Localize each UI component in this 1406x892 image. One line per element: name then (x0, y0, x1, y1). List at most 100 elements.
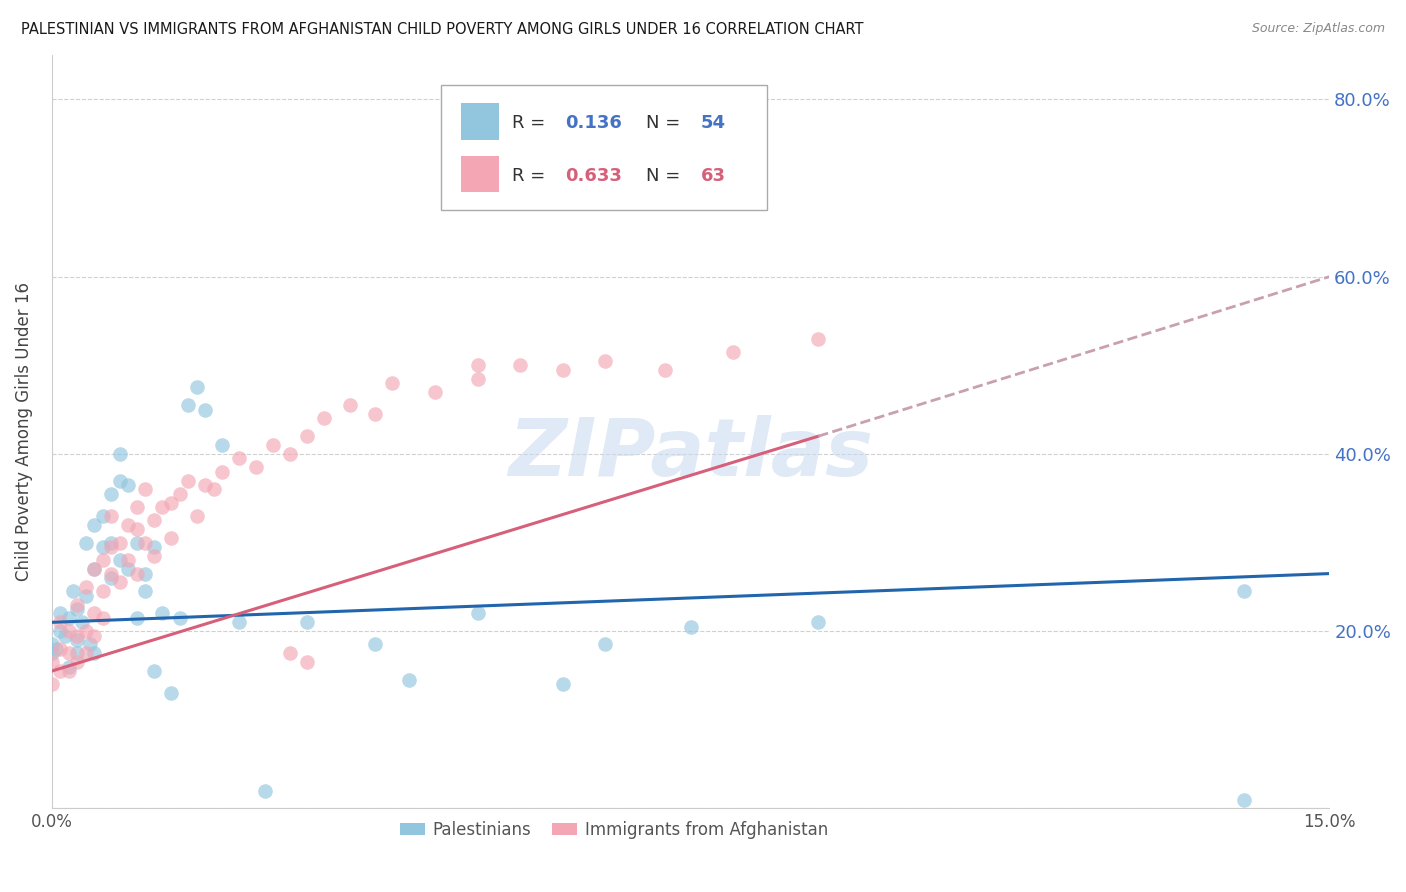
Text: 54: 54 (700, 114, 725, 132)
Y-axis label: Child Poverty Among Girls Under 16: Child Poverty Among Girls Under 16 (15, 282, 32, 582)
Point (83, 646, 105, 660)
Point (125, 522, 148, 536)
Point (58, 664, 80, 678)
Point (66, 655, 89, 669)
Point (297, 655, 319, 669)
FancyBboxPatch shape (461, 103, 499, 139)
Text: PALESTINIAN VS IMMIGRANTS FROM AFGHANISTAN CHILD POVERTY AMONG GIRLS UNDER 16 CO: PALESTINIAN VS IMMIGRANTS FROM AFGHANIST… (21, 22, 863, 37)
Text: ZIPatlas: ZIPatlas (508, 416, 873, 493)
Point (83, 562, 105, 576)
Point (108, 575, 131, 590)
Point (134, 584, 156, 599)
Point (91, 611, 114, 625)
Point (66, 633, 89, 648)
Point (62, 584, 84, 599)
Point (160, 496, 183, 510)
Point (142, 540, 165, 554)
Point (125, 535, 148, 549)
Text: 63: 63 (700, 167, 725, 185)
Point (278, 646, 301, 660)
Point (194, 478, 217, 492)
Point (467, 359, 489, 373)
Point (595, 638, 617, 652)
Point (83, 562, 105, 576)
Point (41, 677, 63, 691)
Point (142, 664, 165, 678)
Text: 0.633: 0.633 (565, 167, 623, 185)
Point (228, 615, 250, 630)
Point (125, 566, 148, 581)
Point (49, 607, 72, 621)
Point (297, 615, 319, 630)
Point (1233, 584, 1256, 599)
Point (211, 438, 233, 452)
Point (45, 641, 67, 656)
Point (278, 447, 301, 461)
Point (142, 513, 165, 527)
Point (595, 354, 617, 368)
Point (117, 478, 139, 492)
Point (41, 638, 63, 652)
Point (66, 598, 89, 612)
Point (194, 402, 217, 417)
Point (160, 531, 183, 545)
Point (245, 460, 267, 475)
Point (551, 363, 574, 377)
Point (117, 517, 139, 532)
Point (202, 483, 225, 497)
Point (41, 646, 63, 660)
Point (58, 646, 80, 660)
Point (91, 584, 114, 599)
Point (108, 447, 131, 461)
Point (75, 624, 97, 639)
Point (91, 508, 114, 523)
Point (467, 607, 489, 621)
Point (134, 535, 156, 549)
Point (75, 646, 97, 660)
Point (134, 566, 156, 581)
Point (509, 359, 531, 373)
Point (211, 465, 233, 479)
Point (100, 540, 122, 554)
Point (75, 580, 97, 594)
Point (108, 474, 131, 488)
Point (177, 398, 200, 412)
Text: R =: R = (512, 114, 551, 132)
Point (160, 686, 183, 700)
Point (83, 607, 105, 621)
Point (152, 500, 174, 515)
Text: R =: R = (512, 167, 551, 185)
Point (679, 620, 702, 634)
Point (125, 611, 148, 625)
Point (41, 655, 63, 669)
Point (79, 638, 101, 652)
Point (75, 535, 97, 549)
Point (551, 677, 574, 691)
Point (75, 589, 97, 603)
Point (423, 384, 446, 399)
Point (91, 540, 114, 554)
Point (169, 487, 191, 501)
Point (364, 407, 387, 421)
Legend: Palestinians, Immigrants from Afghanistan: Palestinians, Immigrants from Afghanista… (392, 814, 835, 846)
Text: 0.136: 0.136 (565, 114, 623, 132)
Point (117, 562, 139, 576)
Point (169, 611, 191, 625)
Point (152, 607, 174, 621)
Point (177, 474, 200, 488)
Point (49, 664, 72, 678)
Point (228, 451, 250, 466)
Point (66, 629, 89, 643)
Point (654, 363, 676, 377)
Point (58, 624, 80, 639)
Point (58, 659, 80, 673)
Point (721, 345, 744, 359)
Point (381, 376, 404, 390)
Point (49, 624, 72, 639)
Point (91, 553, 114, 567)
Point (83, 629, 105, 643)
Point (125, 500, 148, 515)
Point (253, 783, 276, 797)
Point (108, 535, 131, 549)
Point (398, 673, 420, 687)
